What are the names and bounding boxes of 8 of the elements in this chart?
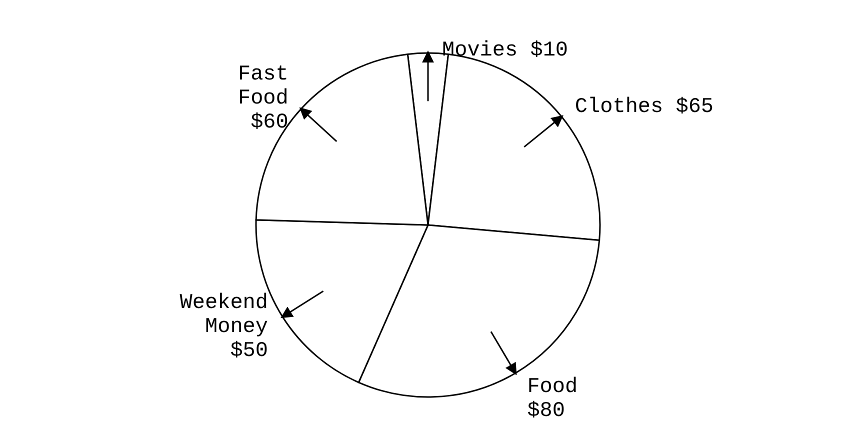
data-label: $80: [527, 400, 566, 423]
slice-label: Weekend Money: [180, 292, 268, 339]
slice-label: Food: [527, 376, 578, 399]
data-label: $50: [230, 340, 268, 363]
data-label: $60: [250, 110, 288, 134]
slice-label: Clothes $65: [574, 95, 714, 118]
slice-label: Movies $10: [442, 39, 568, 62]
slice-label: Fast Food: [238, 62, 288, 110]
